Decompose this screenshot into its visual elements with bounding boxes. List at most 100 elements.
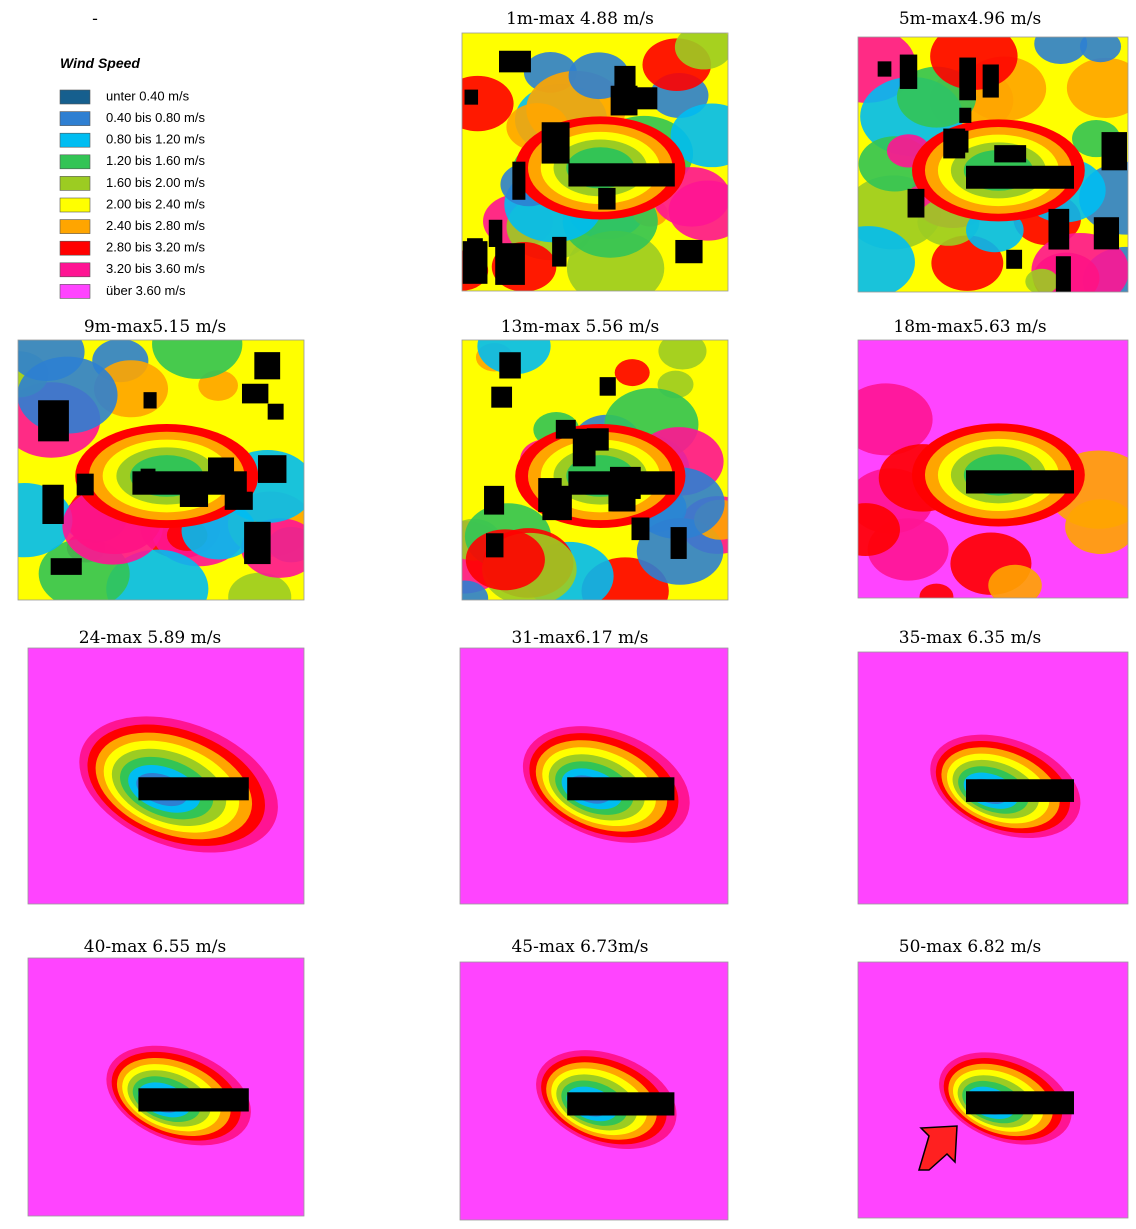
map-frame — [27, 647, 305, 905]
building — [552, 236, 567, 267]
building — [1006, 249, 1023, 269]
speed-zone — [1065, 499, 1128, 554]
legend-label: 0.80 bis 1.20 m/s — [106, 132, 205, 147]
speed-zone — [919, 583, 954, 598]
building — [257, 455, 287, 483]
building — [495, 243, 525, 285]
panel-title: 45-max 6.73m/s — [511, 937, 648, 957]
building — [512, 161, 526, 200]
building — [567, 1092, 675, 1116]
building — [542, 485, 572, 521]
legend-label: 1.20 bis 1.60 m/s — [106, 153, 205, 168]
wind-map — [28, 958, 304, 1216]
building — [224, 491, 253, 510]
building — [241, 383, 269, 404]
building — [568, 163, 675, 187]
building — [138, 1088, 249, 1112]
arrow-shape — [917, 1125, 958, 1171]
map-frame — [857, 961, 1129, 1219]
legend-swatch — [59, 132, 91, 148]
speed-zone — [674, 33, 728, 70]
building — [267, 403, 284, 420]
map-frame — [461, 339, 729, 601]
speed-zone — [198, 370, 239, 401]
legend-swatch — [59, 284, 91, 299]
legend-swatch — [59, 262, 91, 278]
speed-zone — [858, 226, 915, 292]
building — [943, 128, 966, 159]
map-frame — [857, 651, 1129, 905]
map-frame — [27, 957, 305, 1217]
speed-zone — [858, 383, 933, 456]
legend-label: 1.60 bis 2.00 m/s — [106, 175, 205, 190]
building — [599, 377, 616, 396]
building — [244, 521, 271, 565]
building — [966, 470, 1074, 494]
speed-zone — [658, 340, 707, 370]
building — [907, 188, 925, 218]
wind-map — [460, 648, 728, 904]
speed-zone — [106, 549, 209, 600]
building — [631, 517, 650, 541]
building — [499, 352, 521, 379]
legend-title: Wind Speed — [60, 55, 140, 71]
panel-title: 5m-max4.96 m/s — [899, 9, 1041, 29]
legend-swatch — [59, 154, 91, 170]
building — [1048, 208, 1070, 250]
map-frame — [459, 647, 729, 905]
map-frame — [17, 339, 305, 601]
legend-label: 2.00 bis 2.40 m/s — [106, 196, 205, 211]
building — [76, 473, 94, 496]
building — [877, 61, 892, 77]
building — [499, 50, 531, 73]
speed-zone — [858, 503, 900, 556]
panel-title: 18m-max5.63 m/s — [893, 317, 1046, 337]
speed-zone — [1079, 37, 1122, 63]
building — [966, 779, 1074, 802]
building — [488, 219, 503, 247]
legend-swatch — [59, 240, 91, 256]
wind-map — [858, 37, 1128, 292]
building — [50, 558, 82, 575]
legend-swatch — [59, 197, 91, 213]
panel-title: 50-max 6.82 m/s — [899, 937, 1041, 957]
panel-title: 13m-max 5.56 m/s — [501, 317, 660, 337]
panel-title: 31-max6.17 m/s — [511, 628, 648, 648]
arrow-holder — [915, 1122, 967, 1174]
map-frame — [857, 36, 1129, 293]
building — [982, 64, 999, 98]
building — [555, 419, 576, 439]
building — [1101, 132, 1127, 171]
wind-map — [460, 962, 728, 1220]
building — [132, 471, 247, 495]
building — [143, 392, 157, 409]
panel-title: 9m-max5.15 m/s — [84, 317, 226, 337]
legend-label: 2.80 bis 3.20 m/s — [106, 240, 205, 255]
building — [38, 400, 69, 442]
panel-title: 35-max 6.35 m/s — [899, 628, 1041, 648]
legend-label: 2.40 bis 2.80 m/s — [106, 218, 205, 233]
building — [491, 386, 513, 408]
building — [959, 57, 976, 101]
building — [138, 777, 249, 801]
legend-label: 3.20 bis 3.60 m/s — [106, 261, 205, 276]
building — [586, 428, 609, 451]
building — [966, 165, 1074, 189]
legend-swatch — [59, 219, 91, 234]
building — [464, 89, 479, 105]
building — [627, 87, 658, 110]
panel-title: - — [92, 9, 98, 29]
map-frame — [857, 339, 1129, 599]
building — [541, 122, 570, 164]
legend-swatch — [59, 89, 91, 105]
building — [567, 777, 675, 801]
map-frame — [461, 32, 729, 292]
speed-zone — [988, 564, 1042, 598]
legend-label: 0.40 bis 0.80 m/s — [106, 110, 205, 125]
building — [484, 485, 505, 515]
wind-map — [858, 652, 1128, 904]
speed-zone — [152, 340, 243, 379]
building — [994, 145, 1027, 163]
wind-map — [462, 340, 728, 600]
